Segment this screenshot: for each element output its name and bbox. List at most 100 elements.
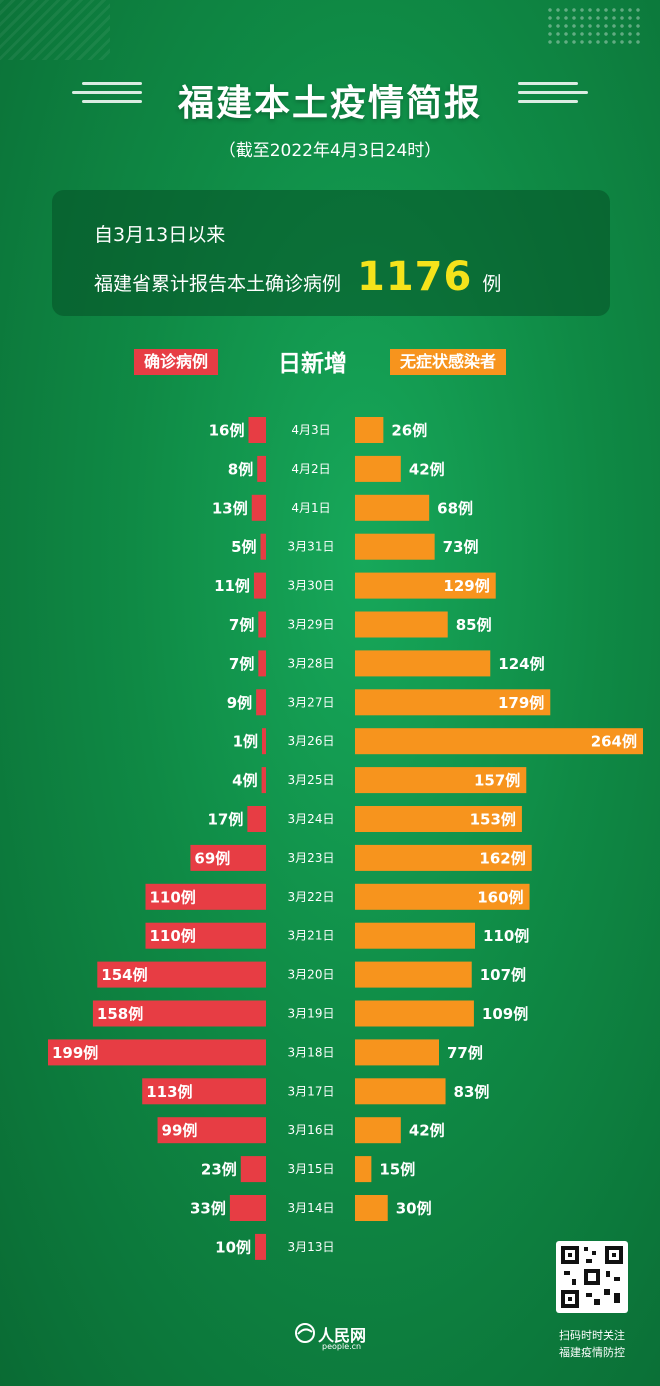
date-label: 3月16日 xyxy=(288,1123,335,1137)
asymptomatic-bar xyxy=(355,728,643,755)
asymptomatic-bar xyxy=(355,1000,474,1027)
confirmed-bar xyxy=(229,1195,266,1221)
confirmed-bar xyxy=(260,533,266,560)
confirmed-value-label: 69例 xyxy=(194,849,230,867)
asymptomatic-bar xyxy=(355,1195,388,1221)
confirmed-value-label: 199例 xyxy=(52,1044,98,1062)
confirmed-value-label: 5例 xyxy=(231,538,256,556)
asymptomatic-value-label: 109例 xyxy=(482,1005,528,1023)
asymptomatic-value-label: 15例 xyxy=(379,1161,415,1179)
confirmed-value-label: 33例 xyxy=(190,1200,226,1218)
page-subtitle: （截至2022年4月3日24时） xyxy=(218,141,442,161)
confirmed-value-label: 110例 xyxy=(149,888,195,906)
confirmed-value-label: 16例 xyxy=(209,422,245,440)
date-label: 3月29日 xyxy=(288,618,335,632)
asymptomatic-bar xyxy=(355,494,430,521)
asymptomatic-value-label: 110例 xyxy=(483,927,529,945)
asymptomatic-value-label: 73例 xyxy=(443,538,479,556)
date-label: 3月28日 xyxy=(288,656,335,670)
confirmed-bar xyxy=(256,689,266,716)
asymptomatic-value-label: 107例 xyxy=(480,966,526,984)
date-label: 3月19日 xyxy=(288,1007,335,1021)
asymptomatic-bar xyxy=(355,1117,401,1144)
confirmed-bar xyxy=(262,728,266,755)
chart-title: 日新增 xyxy=(278,351,347,377)
confirmed-value-label: 154例 xyxy=(101,966,147,984)
confirmed-bar xyxy=(257,455,266,482)
qr-note-line2: 福建疫情防控 xyxy=(559,1346,625,1359)
asymptomatic-value-label: 83例 xyxy=(454,1083,490,1101)
decorative-dots xyxy=(546,6,642,46)
legend-confirmed: 确诊病例 xyxy=(134,349,219,375)
asymptomatic-bar xyxy=(355,767,527,794)
qr-code[interactable] xyxy=(556,1241,628,1313)
confirmed-bar xyxy=(157,1117,266,1144)
confirmed-bar xyxy=(258,650,266,677)
confirmed-value-label: 113例 xyxy=(146,1083,192,1101)
confirmed-bar xyxy=(247,806,266,832)
summary-box: 自3月13日以来 福建省累计报告本土确诊病例 1176 例 xyxy=(52,190,610,316)
summary-total-value: 1176 xyxy=(357,254,473,300)
date-label: 3月14日 xyxy=(288,1201,335,1215)
date-label: 3月21日 xyxy=(288,929,335,943)
confirmed-bar xyxy=(258,611,266,638)
asymptomatic-value-label: 77例 xyxy=(447,1044,483,1062)
date-label: 3月23日 xyxy=(288,851,335,865)
decorative-stripes xyxy=(0,0,110,60)
asymptomatic-bar xyxy=(355,533,435,560)
asymptomatic-bar xyxy=(355,1156,372,1183)
title-deco-left xyxy=(62,82,142,112)
qr-note-line1: 扫码时时关注 xyxy=(559,1329,625,1342)
asymptomatic-bar xyxy=(355,961,472,988)
date-label: 4月3日 xyxy=(291,423,330,437)
page-title: 福建本土疫情简报 xyxy=(177,83,482,124)
legend-asymptomatic: 无症状感染者 xyxy=(390,349,507,375)
date-label: 3月13日 xyxy=(288,1240,335,1254)
summary-total-label: 福建省累计报告本土确诊病例 xyxy=(94,273,342,295)
asymptomatic-value-label: 42例 xyxy=(409,1122,445,1140)
asymptomatic-bar xyxy=(355,572,496,599)
asymptomatic-value-label: 42例 xyxy=(409,460,445,478)
globe-icon xyxy=(295,1323,315,1343)
confirmed-value-label: 23例 xyxy=(201,1161,237,1179)
date-label: 4月2日 xyxy=(291,462,330,476)
date-label: 3月24日 xyxy=(288,812,335,826)
confirmed-value-label: 11例 xyxy=(214,577,250,595)
qr-note: 扫码时时关注 福建疫情防控 xyxy=(548,1327,636,1361)
date-label: 3月22日 xyxy=(288,890,335,904)
confirmed-bar xyxy=(251,494,266,521)
confirmed-value-label: 99例 xyxy=(162,1122,198,1140)
title-deco-right xyxy=(518,82,598,112)
confirmed-value-label: 17例 xyxy=(208,811,244,829)
logo-url: people.cn xyxy=(322,1342,362,1351)
asymptomatic-bar xyxy=(355,417,384,443)
asymptomatic-bar xyxy=(355,922,475,949)
qr-code-icon xyxy=(561,1246,623,1308)
asymptomatic-bar xyxy=(355,611,448,638)
confirmed-bar xyxy=(248,417,266,443)
people-logo: 人民网 people.cn xyxy=(294,1320,374,1360)
confirmed-bar xyxy=(255,1233,266,1260)
asymptomatic-bar xyxy=(355,1039,439,1066)
asymptomatic-value-label: 68例 xyxy=(437,499,473,517)
date-label: 3月30日 xyxy=(288,579,335,593)
confirmed-bar xyxy=(190,844,266,871)
asymptomatic-bar xyxy=(355,883,530,910)
confirmed-bar xyxy=(253,572,266,599)
confirmed-value-label: 10例 xyxy=(215,1238,251,1256)
asymptomatic-value-label: 124例 xyxy=(498,655,544,673)
asymptomatic-bar xyxy=(355,650,491,677)
asymptomatic-value-label: 157例 xyxy=(474,772,520,790)
title-block: 福建本土疫情简报 xyxy=(0,70,660,130)
asymptomatic-value-label: 264例 xyxy=(591,733,637,751)
asymptomatic-value-label: 30例 xyxy=(396,1200,432,1218)
date-label: 3月15日 xyxy=(288,1162,335,1176)
asymptomatic-bar xyxy=(355,689,551,716)
asymptomatic-value-label: 162例 xyxy=(479,849,525,867)
summary-total-unit: 例 xyxy=(482,273,502,295)
asymptomatic-bar xyxy=(355,844,532,871)
confirmed-value-label: 7例 xyxy=(229,616,254,634)
confirmed-bar xyxy=(145,922,266,949)
confirmed-bar xyxy=(145,883,266,910)
date-label: 3月26日 xyxy=(288,734,335,748)
